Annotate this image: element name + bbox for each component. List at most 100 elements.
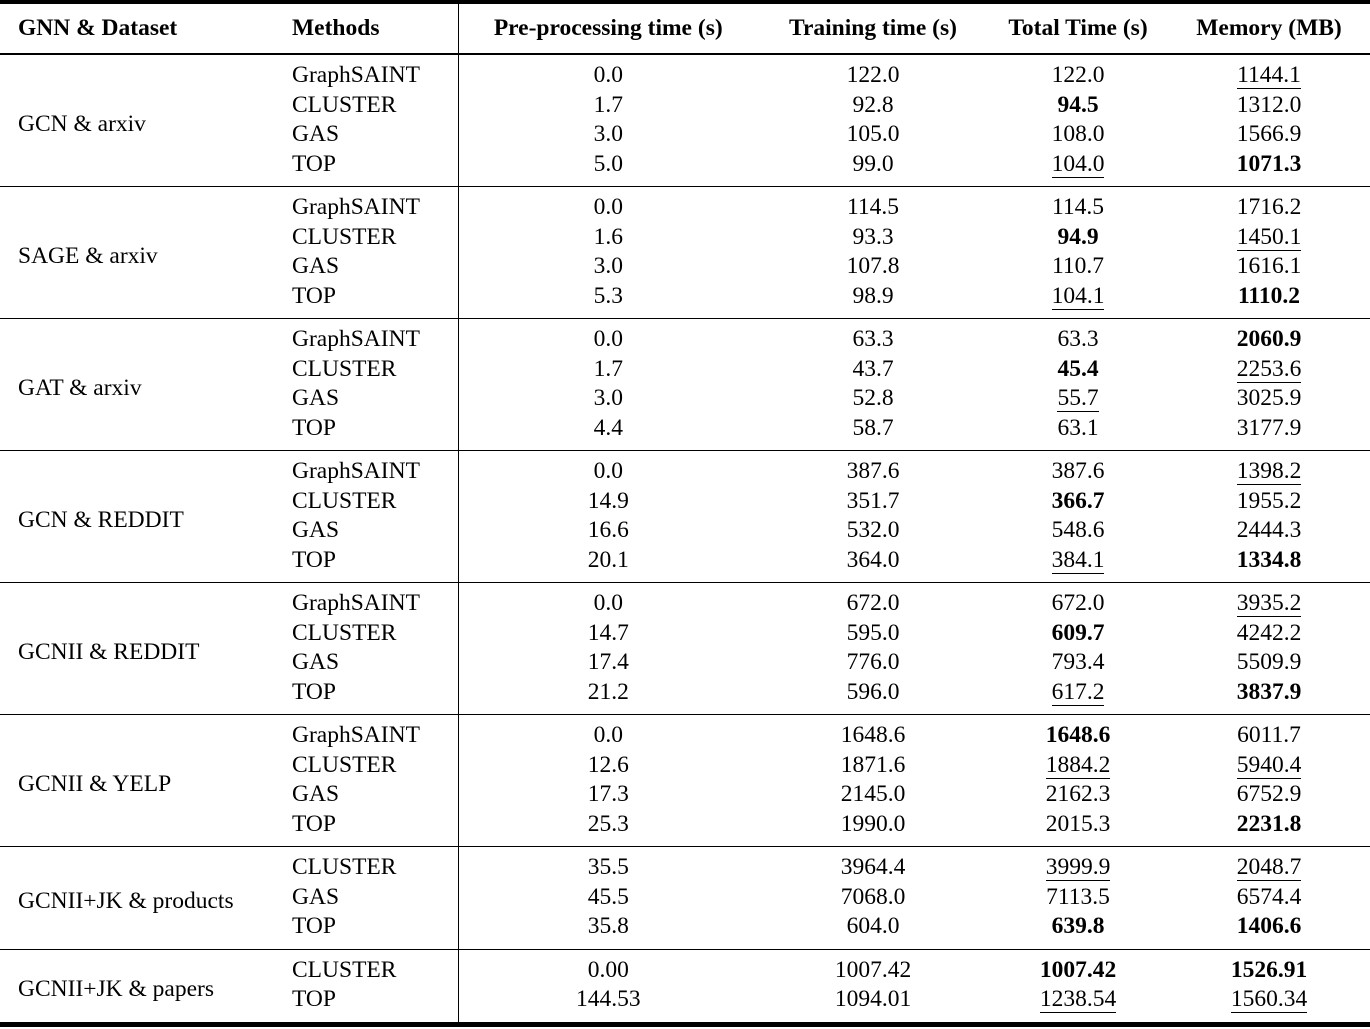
total-time-cell: 1884.2 xyxy=(988,751,1168,781)
cell-value: 1990.0 xyxy=(840,810,906,837)
header-total-time: Total Time (s) xyxy=(1008,15,1148,41)
memory-cell: 5940.4 xyxy=(1168,751,1370,781)
cell-value: 7068.0 xyxy=(840,883,906,910)
method-cell: GAS xyxy=(272,120,459,150)
table-row: CLUSTER 1.6 93.3 94.9 1450.1 xyxy=(0,222,1370,252)
training-time-cell: 43.7 xyxy=(758,355,988,385)
cell-value: 3.0 xyxy=(593,385,623,411)
cell-value: 45.4 xyxy=(1057,355,1099,382)
cell-value: 351.7 xyxy=(846,487,900,514)
row-group: GCN & arxiv GraphSAINT 0.0 122.0 122.0 1144.1… xyxy=(0,54,1370,187)
cell-value: 387.6 xyxy=(1051,458,1105,484)
cell-value: 1.7 xyxy=(593,355,623,382)
training-time-cell: 672.0 xyxy=(758,583,988,619)
preprocessing-time-cell: 45.5 xyxy=(458,883,758,913)
cell-value: 0.00 xyxy=(587,956,629,983)
table-header: GNN & Dataset Methods Pre-processing tim… xyxy=(0,2,1370,54)
cell-value: 20.1 xyxy=(587,546,629,573)
header-methods: Methods xyxy=(272,2,459,54)
header-preprocessing-time: Pre-processing time (s) xyxy=(493,15,723,41)
header-memory: Memory (MB) xyxy=(1196,15,1342,41)
cell-value: 55.7 xyxy=(1057,385,1099,412)
training-time-cell: 58.7 xyxy=(758,414,988,451)
method-cell: GraphSAINT xyxy=(272,186,459,223)
table-row: GAT & arxiv GraphSAINT 0.0 63.3 63.3 2060.9 xyxy=(0,318,1370,401)
cell-value: 114.5 xyxy=(846,194,899,220)
total-time-cell: 366.7 xyxy=(988,487,1168,517)
cell-value: 1648.6 xyxy=(1045,722,1111,748)
total-time-cell: 793.4 xyxy=(988,648,1168,678)
cell-value: 108.0 xyxy=(1051,121,1105,147)
cell-value: 110.7 xyxy=(1051,253,1104,279)
cell-value: 58.7 xyxy=(852,414,894,441)
cell-value: 0.0 xyxy=(593,62,623,88)
memory-cell: 1526.91 xyxy=(1168,949,1370,985)
preprocessing-time-cell: 3.0 xyxy=(458,384,758,414)
cell-value: 105.0 xyxy=(846,121,900,147)
method-cell: GraphSAINT xyxy=(272,318,459,355)
cell-value: 63.3 xyxy=(1057,326,1099,352)
total-time-cell: 104.0 xyxy=(988,150,1168,187)
cell-value: 548.6 xyxy=(1051,517,1105,543)
method-cell: TOP xyxy=(272,912,459,949)
preprocessing-time-cell: 0.0 xyxy=(458,319,758,355)
memory-cell: 3177.9 xyxy=(1168,414,1370,451)
cell-value: 0.0 xyxy=(593,590,623,616)
cell-value: 1312.0 xyxy=(1236,91,1302,118)
group-label-cell: GCN & arxiv xyxy=(18,110,146,137)
cell-value: 99.0 xyxy=(852,150,894,177)
memory-cell: 1560.34 xyxy=(1168,985,1370,1024)
total-time-cell: 63.3 xyxy=(988,319,1168,355)
table-row: GCNII+JK & papers CLUSTER 0.00 1007.42 1007.… xyxy=(0,949,1370,1002)
cell-value: 639.8 xyxy=(1051,913,1105,939)
total-time-cell: 548.6 xyxy=(988,516,1168,546)
cell-value: 1.6 xyxy=(593,223,623,250)
preprocessing-time-cell: 0.0 xyxy=(458,54,758,91)
cell-value: 104.0 xyxy=(1051,150,1105,178)
method-cell: TOP xyxy=(272,149,459,187)
table-row: SAGE & arxiv GraphSAINT 0.0 114.5 114.5 1716.… xyxy=(0,186,1370,269)
preprocessing-time-cell: 25.3 xyxy=(458,810,758,847)
memory-cell: 1334.8 xyxy=(1168,546,1370,583)
cell-value: 21.2 xyxy=(587,678,629,705)
cell-value: 1566.9 xyxy=(1236,121,1302,147)
memory-cell: 1406.6 xyxy=(1168,912,1370,949)
cell-value: 384.1 xyxy=(1051,546,1105,574)
cell-value: 0.0 xyxy=(593,326,623,352)
training-time-cell: 1007.42 xyxy=(758,949,988,985)
memory-cell: 4242.2 xyxy=(1168,619,1370,649)
header-row: GNN & Dataset Methods Pre-processing tim… xyxy=(0,2,1370,54)
method-cell: CLUSTER xyxy=(272,949,459,985)
group-label-cell: GCN & REDDIT xyxy=(18,506,184,533)
memory-cell: 5509.9 xyxy=(1168,648,1370,678)
preprocessing-time-cell: 1.7 xyxy=(458,355,758,385)
preprocessing-time-cell: 3.0 xyxy=(458,252,758,282)
preprocessing-time-cell: 14.9 xyxy=(458,487,758,517)
memory-cell: 1144.1 xyxy=(1168,54,1370,91)
total-time-cell: 609.7 xyxy=(988,619,1168,649)
cell-value: 3025.9 xyxy=(1236,385,1302,411)
cell-value: 1955.2 xyxy=(1236,487,1302,514)
group-label-cell: GCNII+JK & products xyxy=(18,887,234,914)
cell-value: 16.6 xyxy=(587,517,629,543)
preprocessing-time-cell: 144.53 xyxy=(458,985,758,1024)
cell-value: 2444.3 xyxy=(1236,517,1302,543)
row-group: SAGE & arxiv GraphSAINT 0.0 114.5 114.5 1716.… xyxy=(0,186,1370,319)
total-time-cell: 384.1 xyxy=(988,546,1168,583)
preprocessing-time-cell: 16.6 xyxy=(458,516,758,546)
cell-value: 3.0 xyxy=(593,121,623,147)
cell-value: 14.9 xyxy=(587,487,629,514)
training-time-cell: 1094.01 xyxy=(758,985,988,1024)
cell-value: 107.8 xyxy=(846,253,900,279)
table-row: CLUSTER 12.6 1871.6 1884.2 5940.4 xyxy=(0,750,1370,781)
total-time-cell: 122.0 xyxy=(988,54,1168,91)
cell-value: 3935.2 xyxy=(1236,590,1302,617)
cell-value: 366.7 xyxy=(1051,487,1105,514)
cell-value: 63.3 xyxy=(852,326,894,352)
cell-value: 5.0 xyxy=(593,150,623,177)
memory-cell: 1312.0 xyxy=(1168,91,1370,121)
cell-value: 1110.2 xyxy=(1237,282,1301,309)
memory-cell: 3837.9 xyxy=(1168,678,1370,715)
training-time-cell: 1990.0 xyxy=(758,810,988,847)
